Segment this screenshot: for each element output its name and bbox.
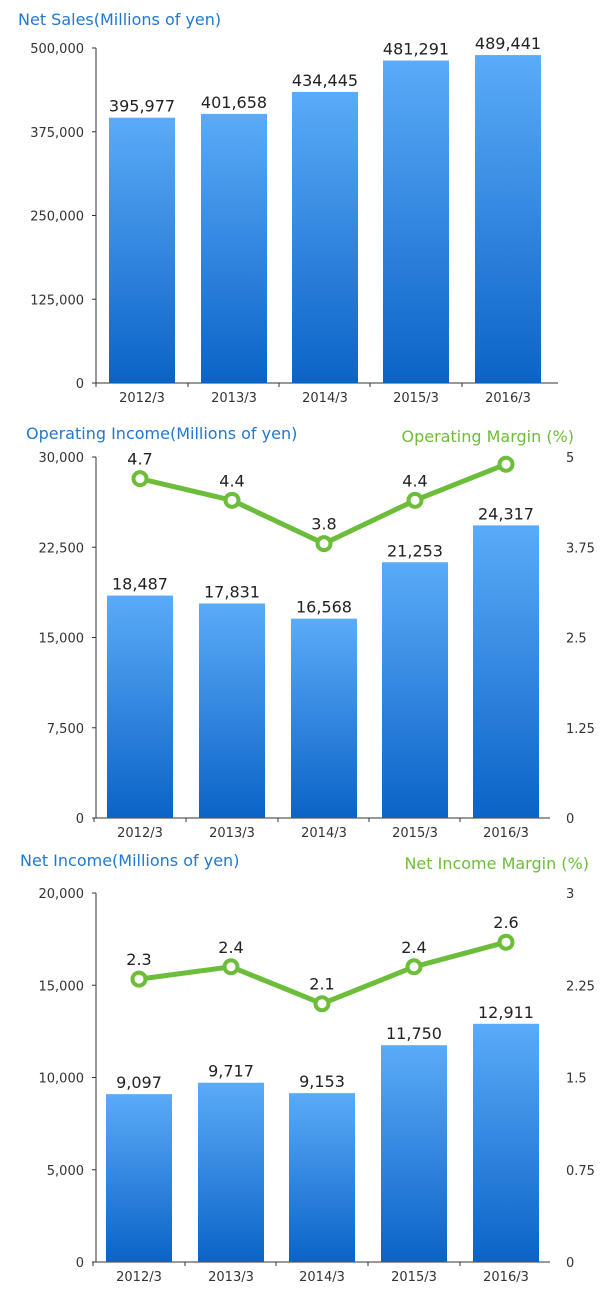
bar-value-label: 481,291: [383, 40, 449, 59]
y-tick-label: 5,000: [47, 1164, 84, 1179]
margin-point: [222, 958, 240, 976]
margin-point: [131, 470, 149, 488]
bar-value-label: 18,487: [112, 575, 168, 594]
x-tick-label: 2015/3: [392, 826, 438, 841]
x-tick-label: 2014/3: [299, 1270, 345, 1285]
y2-tick-label: 1.25: [566, 722, 595, 737]
bar-value-label: 24,317: [478, 504, 534, 523]
y-tick-label: 22,500: [39, 541, 85, 556]
bar-value-label: 9,097: [116, 1073, 162, 1092]
bar: [473, 1023, 539, 1262]
x-tick-label: 2013/3: [211, 391, 257, 406]
bar: [199, 603, 265, 818]
bar-value-label: 434,445: [292, 71, 358, 90]
bar-value-label: 9,717: [208, 1062, 254, 1081]
bar: [291, 618, 357, 818]
margin-point: [406, 491, 424, 509]
y2-tick-label: 2.5: [566, 632, 587, 647]
bar: [107, 595, 173, 818]
margin-point: [223, 491, 241, 509]
bar-value-label: 16,568: [296, 598, 352, 617]
x-tick-label: 2012/3: [117, 826, 163, 841]
margin-point: [497, 933, 515, 951]
margin-point: [405, 958, 423, 976]
bar-value-label: 12,911: [478, 1003, 534, 1022]
y-tick-label: 125,000: [30, 293, 84, 308]
net-sales-title: Net Sales(Millions of yen): [18, 10, 221, 29]
y-tick-label: 30,000: [39, 451, 85, 466]
margin-value-label: 4.4: [219, 471, 244, 490]
y-tick-label: 15,000: [39, 632, 85, 647]
margin-value-label: 4.7: [127, 450, 152, 469]
margin-point: [315, 535, 333, 553]
x-tick-label: 2014/3: [302, 391, 348, 406]
y2-tick-label: 0: [566, 1256, 574, 1271]
bar-value-label: 401,658: [201, 93, 267, 112]
margin-value-label: 2.4: [218, 938, 243, 957]
margin-value-label: 2.4: [401, 938, 426, 957]
margin-point: [130, 970, 148, 988]
y-tick-label: 0: [76, 1256, 84, 1271]
bar: [473, 525, 539, 818]
y-tick-label: 0: [76, 812, 84, 827]
y-tick-label: 500,000: [30, 42, 84, 57]
bar: [109, 117, 175, 384]
margin-value-label: 2.1: [309, 975, 334, 994]
bar: [382, 562, 448, 818]
margin-line: [138, 939, 507, 1007]
x-tick-label: 2016/3: [485, 391, 531, 406]
bar-value-label: 11,750: [386, 1024, 442, 1043]
margin-value-label: 2.3: [126, 950, 151, 969]
bar-value-label: 17,831: [204, 582, 260, 601]
y2-tick-label: 5: [566, 451, 574, 466]
y-tick-label: 250,000: [30, 210, 84, 225]
y-tick-label: 0: [76, 377, 84, 392]
bar-value-label: 489,441: [475, 34, 541, 53]
margin-point: [497, 455, 515, 473]
net-income-margin-title: Net Income Margin (%): [404, 854, 589, 873]
bar: [106, 1094, 172, 1262]
operating-income-title: Operating Income(Millions of yen): [26, 424, 297, 443]
bar-value-label: 21,253: [387, 541, 443, 560]
y-tick-label: 10,000: [39, 1072, 85, 1087]
bar: [383, 60, 449, 383]
x-tick-label: 2012/3: [116, 1270, 162, 1285]
y2-tick-label: 1.5: [566, 1072, 587, 1087]
operating-margin-title: Operating Margin (%): [402, 427, 575, 446]
bar: [198, 1082, 264, 1262]
margin-value-label: 3.8: [311, 515, 336, 534]
x-tick-label: 2016/3: [483, 826, 529, 841]
y2-tick-label: 3.75: [566, 541, 595, 556]
bar: [201, 113, 267, 384]
x-tick-label: 2012/3: [119, 391, 165, 406]
bar: [475, 55, 541, 384]
y-tick-label: 20,000: [39, 887, 85, 902]
y2-tick-label: 0.75: [566, 1164, 595, 1179]
y2-tick-label: 2.25: [566, 979, 595, 994]
x-tick-label: 2016/3: [483, 1270, 529, 1285]
x-tick-label: 2013/3: [209, 826, 255, 841]
margin-value-label: 2.6: [493, 913, 518, 932]
y2-tick-label: 0: [566, 812, 574, 827]
x-tick-label: 2015/3: [391, 1270, 437, 1285]
bar-value-label: 9,153: [299, 1072, 345, 1091]
margin-point: [313, 995, 331, 1013]
bar: [292, 91, 358, 384]
y-tick-label: 15,000: [39, 979, 85, 994]
margin-value-label: 4.4: [402, 471, 427, 490]
y2-tick-label: 3: [566, 887, 574, 902]
x-tick-label: 2015/3: [393, 391, 439, 406]
y-tick-label: 7,500: [47, 722, 84, 737]
net-income-title: Net Income(Millions of yen): [20, 851, 239, 870]
bar-value-label: 395,977: [109, 97, 175, 116]
bar: [289, 1093, 355, 1262]
bar: [381, 1045, 447, 1262]
x-tick-label: 2014/3: [301, 826, 347, 841]
y-tick-label: 375,000: [30, 126, 84, 141]
x-tick-label: 2013/3: [208, 1270, 254, 1285]
